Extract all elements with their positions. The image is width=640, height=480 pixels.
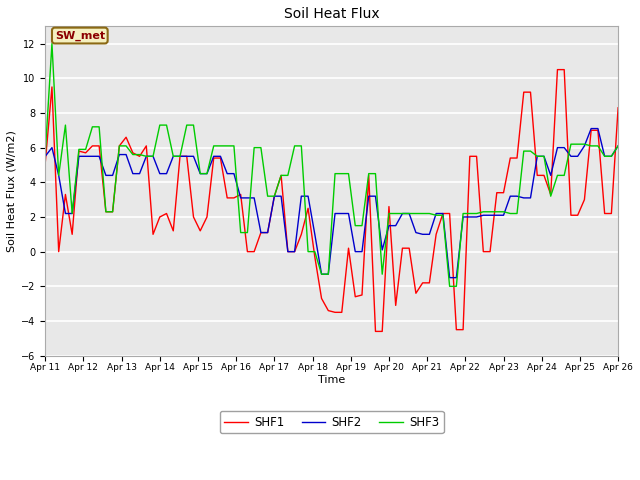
SHF2 (55, 172, 63, 178)
SHF2 (533, 154, 541, 159)
SHF1 (317, 296, 325, 301)
SHF3 (614, 143, 622, 149)
SHF2 (614, 143, 622, 149)
SHF3 (42, 152, 49, 157)
SHF1 (533, 172, 541, 178)
SHF2 (68, 211, 76, 216)
SHF1 (372, 328, 380, 334)
SHF3 (75, 146, 83, 152)
Legend: SHF1, SHF2, SHF3: SHF1, SHF2, SHF3 (220, 411, 444, 433)
SHF2 (486, 212, 494, 218)
SHF2 (588, 126, 595, 132)
Line: SHF2: SHF2 (45, 129, 618, 277)
Text: SW_met: SW_met (55, 30, 105, 41)
X-axis label: Time: Time (318, 375, 346, 385)
SHF2 (317, 271, 325, 277)
Y-axis label: Soil Heat Flux (W/m2): Soil Heat Flux (W/m2) (7, 130, 17, 252)
SHF1 (102, 209, 109, 215)
SHF1 (42, 160, 49, 166)
SHF1 (486, 249, 494, 254)
SHF1 (68, 231, 76, 237)
SHF1 (554, 67, 561, 72)
SHF3 (493, 209, 500, 215)
SHF1 (55, 249, 63, 254)
Title: Soil Heat Flux: Soil Heat Flux (284, 7, 380, 21)
SHF2 (42, 154, 49, 159)
SHF3 (61, 122, 69, 128)
Line: SHF3: SHF3 (45, 44, 618, 287)
SHF3 (109, 209, 116, 215)
Line: SHF1: SHF1 (45, 70, 618, 331)
SHF2 (102, 172, 109, 178)
SHF2 (446, 275, 454, 280)
SHF1 (614, 105, 622, 110)
SHF3 (540, 154, 548, 159)
SHF3 (48, 41, 56, 47)
SHF3 (324, 271, 332, 277)
SHF3 (446, 284, 454, 289)
